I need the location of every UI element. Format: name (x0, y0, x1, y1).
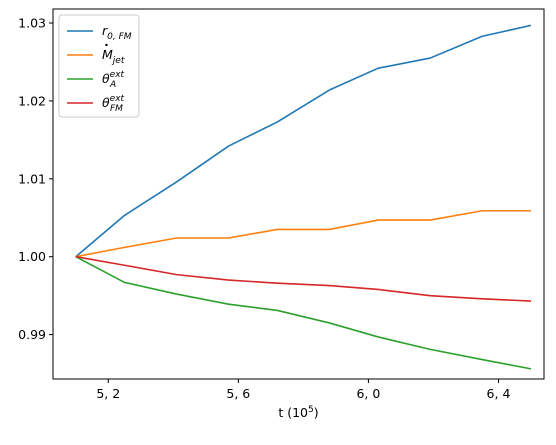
legend-label-sub: 0, FM (107, 32, 132, 42)
y-tick-label: 1.03 (18, 16, 46, 31)
x-axis-label-text: t (10 (278, 405, 308, 420)
legend-label: θext A (102, 70, 125, 90)
x-axis: 5, 2 5, 6 6, 0 6, 4 (96, 379, 510, 401)
x-axis-label: t (105) (278, 405, 318, 420)
legend-dot-accent (105, 43, 108, 47)
legend-label-sub: A (109, 80, 116, 90)
y-tick-label: 0.99 (18, 327, 46, 342)
series-line-1 (75, 209, 531, 258)
x-tick-label: 5, 6 (226, 386, 250, 401)
x-tick-label: 6, 0 (356, 386, 380, 401)
x-tick-label: 5, 2 (96, 386, 120, 401)
y-axis: 0.99 1.00 1.01 1.02 1.03 (18, 16, 53, 342)
x-axis-label-exponent: 5 (308, 405, 314, 415)
legend-label-base: θ (102, 71, 110, 86)
legend-label: Mjet (102, 47, 125, 66)
legend-label-sup: ext (110, 70, 125, 80)
legend-label-base: r (102, 23, 108, 38)
series-line-3 (75, 255, 532, 302)
series-line-2 (75, 256, 532, 370)
x-axis-label-close: ) (314, 405, 319, 420)
legend-box (58, 14, 140, 118)
legend-label-base: θ (102, 95, 110, 110)
y-tick-label: 1.01 (18, 171, 46, 186)
legend-label: θext FM (102, 94, 125, 114)
y-tick-label: 1.00 (18, 249, 46, 264)
legend-label-base: M (102, 47, 113, 62)
legend-label-sub: jet (111, 56, 125, 66)
plot-lines (75, 24, 532, 370)
legend-label-sub: FM (110, 104, 123, 114)
series-line-0 (75, 24, 532, 258)
legend-label-sup: ext (110, 94, 125, 104)
legend-label: r0, FM (102, 23, 132, 42)
x-tick-label: 6, 4 (487, 386, 511, 401)
y-tick-label: 1.02 (18, 93, 46, 108)
plot-frame (52, 8, 545, 380)
